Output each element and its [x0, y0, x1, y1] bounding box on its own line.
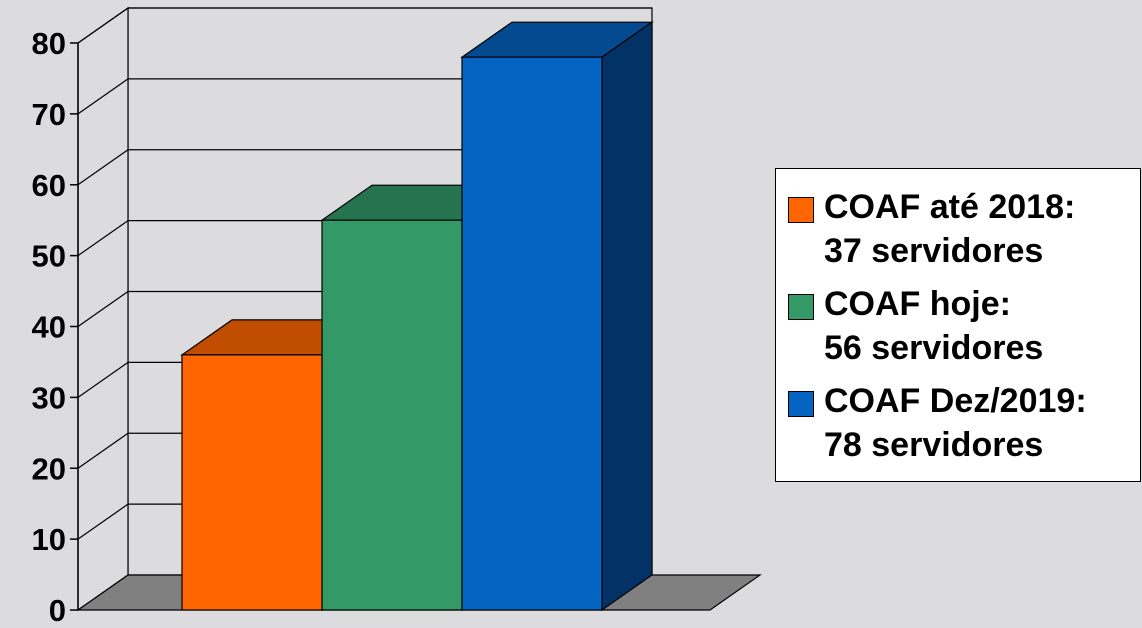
legend-swatch	[788, 294, 814, 320]
bar-group	[460, 21, 654, 612]
gridline-side	[77, 78, 129, 115]
bar-side	[601, 21, 653, 612]
legend-label: COAF hoje: 56 servidores	[824, 282, 1043, 370]
legend-label-line2: 37 servidores	[824, 232, 1044, 270]
gridline-side	[77, 7, 129, 44]
legend: COAF até 2018: 37 servidores COAF hoje: …	[775, 168, 1141, 482]
y-tick-label: 60	[32, 168, 66, 203]
bar	[461, 56, 603, 611]
y-tick-label: 20	[32, 451, 66, 486]
legend-label-line1: COAF até 2018:	[824, 188, 1076, 226]
gridline-side	[77, 291, 129, 327]
y-tick-label: 0	[49, 593, 66, 628]
y-tick-label: 40	[32, 310, 66, 345]
legend-label-line2: 78 servidores	[824, 426, 1044, 464]
gridline-side	[77, 361, 129, 398]
legend-swatch	[788, 197, 814, 223]
bars	[180, 21, 654, 612]
bar	[321, 219, 463, 611]
legend-label: COAF até 2018: 37 servidores	[824, 185, 1075, 273]
bar	[181, 354, 323, 611]
y-tick-label: 50	[32, 239, 66, 274]
y-tick-label: 30	[32, 380, 66, 415]
y-tick-label: 10	[32, 522, 66, 557]
y-tick-label: 70	[32, 97, 66, 132]
gridline-side	[77, 432, 129, 469]
y-axis-ticks: 0 10 20 30 40 50 60 70 80	[32, 26, 79, 628]
legend-label: COAF Dez/2019: 78 servidores	[824, 379, 1087, 467]
legend-label-line1: COAF hoje:	[824, 285, 1011, 323]
gridline-side	[77, 503, 129, 540]
gridline-side	[77, 220, 129, 257]
y-tick-label: 80	[32, 26, 66, 61]
legend-label-line1: COAF Dez/2019:	[824, 382, 1087, 420]
legend-swatch	[788, 391, 814, 417]
gridline-side	[77, 149, 129, 186]
legend-label-line2: 56 servidores	[824, 329, 1044, 367]
